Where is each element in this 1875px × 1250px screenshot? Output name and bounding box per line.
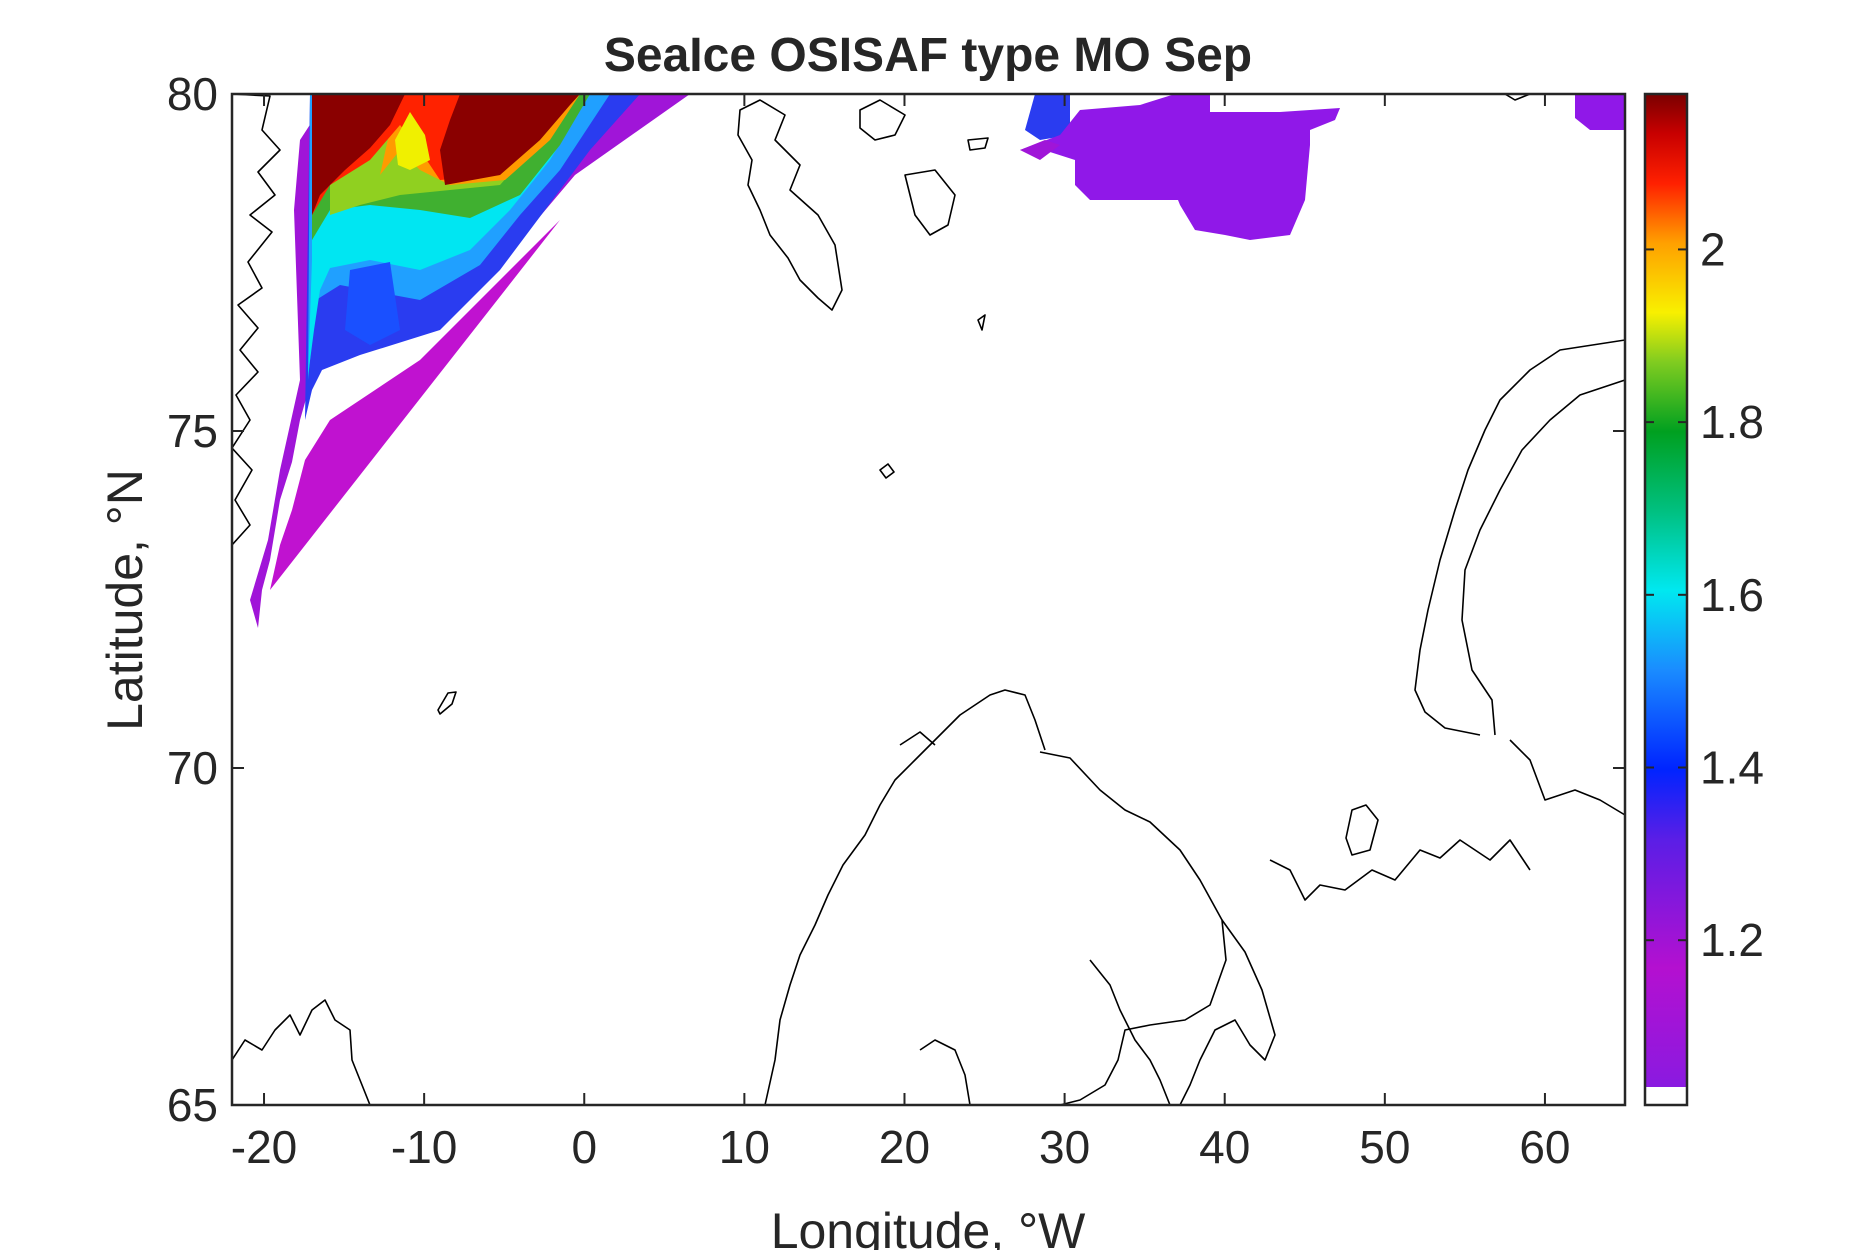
- ice-layer-purple-north: [1020, 94, 1340, 240]
- coastline-scandinavia: [764, 689, 1046, 1105]
- coastline-vaygach: [1509, 739, 1625, 816]
- x-tick-label: 40: [1199, 1121, 1250, 1173]
- coastline-kvaloya: [899, 731, 936, 746]
- coastline-edgeoya: [904, 169, 956, 236]
- plot-area: [232, 94, 1625, 1105]
- coastline-kolguev: [1345, 804, 1379, 856]
- ice-field-greenland: [250, 94, 690, 628]
- coastline-novaya-zemlya-west: [1414, 339, 1625, 736]
- y-tick-label: 75: [167, 405, 218, 457]
- colorbar-below-range: [1645, 1087, 1687, 1105]
- coastline-novaya-zemlya-east: [1461, 379, 1625, 736]
- coastline-finland-gulf: [919, 1039, 971, 1105]
- coastline-kanin-pechora: [1269, 839, 1531, 901]
- colorbar-ramp: [1645, 94, 1687, 1087]
- colorbar-frame: [1643, 92, 1689, 1107]
- plot-frame: [230, 92, 1627, 1107]
- x-axis: -20 -10 0 10 20 30 40 50 60: [231, 94, 1571, 1173]
- colorbar-ticks: 1.2 1.4 1.6 1.8 2: [1645, 223, 1764, 966]
- coastline-bear-island: [879, 463, 895, 479]
- x-tick-label: 0: [571, 1121, 597, 1173]
- ice-layer-yellow: [395, 112, 430, 170]
- x-tick-label: 60: [1519, 1121, 1570, 1173]
- y-tick-label: 70: [167, 742, 218, 794]
- ice-layer-purple-west: [1020, 140, 1060, 160]
- coastline-bothnia: [1089, 959, 1171, 1105]
- x-tick-label: 50: [1359, 1121, 1410, 1173]
- coastline-white-sea: [1179, 919, 1276, 1105]
- colorbar-tick-label: 1.8: [1700, 396, 1764, 448]
- ice-layer-magenta: [270, 220, 560, 590]
- colorbar-tick-label: 1.4: [1700, 742, 1764, 794]
- colorbar-tick-label: 2: [1700, 223, 1726, 275]
- colorbar-tick-label: 1.2: [1700, 914, 1764, 966]
- coastline-hope-island: [977, 314, 986, 331]
- x-tick-label: 20: [879, 1121, 930, 1173]
- coastline-kong-karls-land: [967, 137, 989, 151]
- ice-field-svalbard-east: [1020, 94, 1340, 240]
- coastline-kola: [1039, 751, 1227, 1105]
- x-tick-label: -20: [231, 1121, 297, 1173]
- ice-layer-darkred-2: [440, 94, 580, 185]
- coastline-greenland: [232, 94, 281, 546]
- chart-title: SeaIce OSISAF type MO Sep: [604, 29, 1252, 82]
- ice-layer-blue-patch: [345, 262, 400, 345]
- coastline-greenland-south: [232, 999, 371, 1105]
- x-tick-label: -10: [391, 1121, 457, 1173]
- y-tick-label: 65: [167, 1079, 218, 1131]
- ice-layer-darkred: [312, 94, 405, 215]
- y-axis: 65 70 75 80: [167, 68, 1625, 1131]
- coastline-jan-mayen: [437, 691, 457, 715]
- x-tick-label: 10: [719, 1121, 770, 1173]
- ice-layer-blue-north: [1025, 94, 1070, 140]
- x-axis-label: Longitude, °W: [771, 1203, 1086, 1250]
- y-tick-label: 80: [167, 68, 218, 120]
- colorbar-tick-label: 1.6: [1700, 569, 1764, 621]
- coastline-nordaustlandet: [859, 99, 906, 141]
- coastlines: [232, 94, 1625, 1105]
- y-axis-label: Latitude, °N: [97, 469, 153, 731]
- ice-field-far-northeast: [1575, 94, 1625, 130]
- x-tick-label: 30: [1039, 1121, 1090, 1173]
- coastline-franz-josef: [1504, 94, 1531, 101]
- coastline-svalbard: [737, 99, 843, 311]
- colorbar: 1.2 1.4 1.6 1.8 2: [1643, 92, 1764, 1107]
